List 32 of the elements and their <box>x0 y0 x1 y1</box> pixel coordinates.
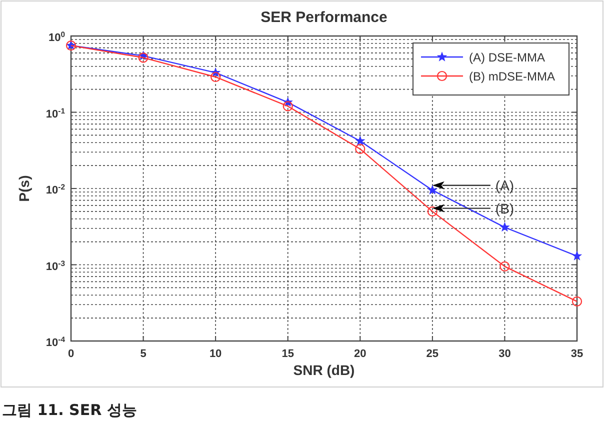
point <box>572 251 582 260</box>
point <box>428 185 438 194</box>
point <box>210 72 221 82</box>
annotation: (A) <box>495 177 514 194</box>
y-tick-label: 10$^{-1}$ <box>46 106 66 120</box>
x-tick-label: 30 <box>498 348 511 360</box>
point <box>427 206 438 217</box>
y-tick-label: 10$^{-4}$ <box>46 334 66 349</box>
point <box>355 144 366 154</box>
point <box>500 261 510 272</box>
point <box>500 222 510 232</box>
point <box>282 101 293 112</box>
point <box>572 296 582 307</box>
x-tick-label: 10 <box>209 348 222 360</box>
x-tick-label: 0 <box>68 348 74 360</box>
y-tick-label: 10$^{0}$ <box>48 30 65 44</box>
y-tick-label: 10$^{-3}$ <box>46 258 65 273</box>
chart-title: SER Performance <box>260 9 388 26</box>
x-tick-label: 20 <box>354 348 366 360</box>
y-axis-title: P(s) <box>16 175 32 202</box>
point <box>138 52 148 63</box>
x-axis-title: SNR (dB) <box>293 362 355 378</box>
legend-label: (A) DSE-MMA <box>469 50 545 64</box>
caption: 그림 11. SER 성능 <box>2 401 137 419</box>
x-tick-label: 25 <box>426 348 439 360</box>
point <box>356 136 365 145</box>
legend-label: (B) mDSE-MMA <box>469 70 555 84</box>
y-tick-label: 10$^{-2}$ <box>46 182 65 196</box>
x-tick-label: 5 <box>140 348 146 360</box>
x-tick-label: 35 <box>570 348 584 360</box>
annotation: (B) <box>495 200 514 216</box>
x-tick-label: 15 <box>282 348 294 360</box>
